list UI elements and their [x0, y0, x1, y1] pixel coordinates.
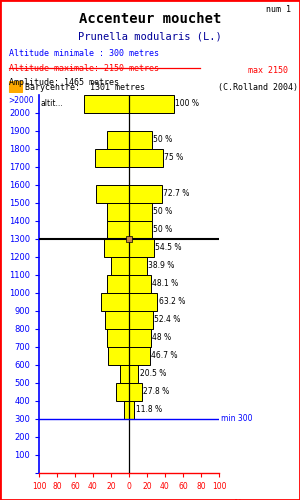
Bar	[95, 149, 129, 167]
Bar	[129, 364, 138, 382]
Bar	[100, 292, 129, 310]
Text: 46.7 %: 46.7 %	[152, 351, 178, 360]
Text: 27.8 %: 27.8 %	[143, 387, 169, 396]
Bar	[106, 203, 129, 221]
Bar	[96, 185, 129, 203]
Text: 48.1 %: 48.1 %	[152, 279, 178, 288]
Text: Accenteur mouchet: Accenteur mouchet	[79, 12, 221, 26]
Bar	[129, 275, 151, 292]
Bar	[129, 400, 134, 418]
Text: 50 %: 50 %	[153, 226, 172, 234]
Text: 72.7 %: 72.7 %	[163, 190, 189, 198]
Text: 50 %: 50 %	[153, 136, 172, 144]
Bar	[106, 131, 129, 149]
Text: Prunella modularis (L.): Prunella modularis (L.)	[78, 31, 222, 42]
Bar	[107, 275, 129, 292]
Bar	[9, 81, 22, 92]
Text: (C.Rolland 2004): (C.Rolland 2004)	[218, 83, 298, 92]
Text: altit...: altit...	[41, 98, 63, 108]
Text: min 300: min 300	[221, 414, 252, 423]
Text: max 2150: max 2150	[248, 66, 288, 75]
Text: Altitude minimale : 300 metres: Altitude minimale : 300 metres	[9, 49, 159, 58]
Bar	[129, 310, 153, 328]
Bar	[84, 95, 129, 113]
Bar	[129, 239, 154, 257]
Text: >2000: >2000	[8, 96, 34, 105]
Bar	[129, 131, 152, 149]
Text: 38.9 %: 38.9 %	[148, 262, 174, 270]
Bar	[129, 185, 162, 203]
Text: Amplitude: 1465 metres: Amplitude: 1465 metres	[9, 78, 119, 86]
Bar	[105, 310, 129, 328]
Bar	[116, 382, 129, 400]
Text: 50 %: 50 %	[153, 208, 172, 216]
Text: 11.8 %: 11.8 %	[136, 405, 162, 414]
Text: 54.5 %: 54.5 %	[155, 244, 182, 252]
Bar	[129, 95, 174, 113]
Bar	[129, 292, 158, 310]
Bar	[129, 382, 142, 400]
Text: Altitude maximale: 2150 metres: Altitude maximale: 2150 metres	[9, 64, 159, 72]
Bar	[129, 221, 152, 239]
Text: en %: en %	[221, 498, 242, 500]
Text: 52.4 %: 52.4 %	[154, 315, 180, 324]
Bar	[129, 346, 150, 364]
Text: 63.2 %: 63.2 %	[159, 297, 185, 306]
Bar	[129, 203, 152, 221]
Bar	[107, 328, 129, 346]
Bar	[106, 221, 129, 239]
Text: 75 %: 75 %	[164, 154, 183, 162]
Bar	[120, 364, 129, 382]
Bar	[104, 239, 129, 257]
Bar	[129, 257, 146, 275]
Bar	[112, 257, 129, 275]
Text: 100 %: 100 %	[175, 100, 199, 108]
Bar	[129, 328, 151, 346]
Text: num 1: num 1	[266, 5, 291, 14]
Bar	[124, 400, 129, 418]
Text: 48 %: 48 %	[152, 333, 171, 342]
Bar	[129, 149, 163, 167]
Text: 20.5 %: 20.5 %	[140, 369, 166, 378]
Text: Barycentre:  1301 metres: Barycentre: 1301 metres	[25, 83, 145, 92]
Bar	[108, 346, 129, 364]
